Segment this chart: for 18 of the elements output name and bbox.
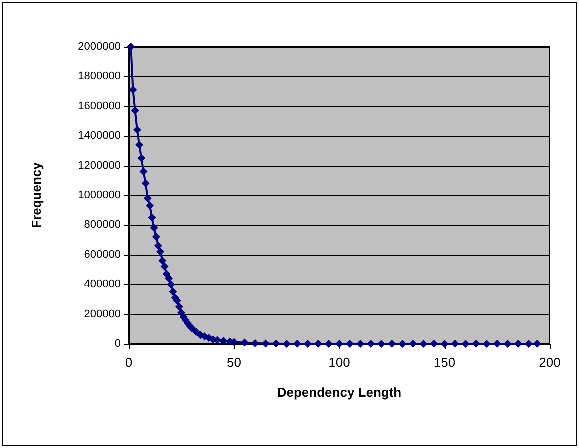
x-axis-title: Dependency Length bbox=[277, 385, 402, 400]
y-tick-label: 1800000 bbox=[78, 70, 121, 83]
y-tick-label: 200000 bbox=[84, 308, 121, 320]
y-tick-label: 600000 bbox=[84, 248, 121, 261]
x-tick-label: 200 bbox=[539, 355, 561, 370]
y-tick-label: 1000000 bbox=[78, 190, 121, 202]
y-tick-label: 2000000 bbox=[78, 41, 121, 53]
x-tick-label: 50 bbox=[227, 355, 242, 370]
y-axis-title: Frequency bbox=[29, 162, 44, 228]
y-tick-label: 0 bbox=[114, 338, 121, 350]
y-tick-label: 1200000 bbox=[78, 160, 121, 172]
y-tick-label: 1400000 bbox=[78, 130, 121, 142]
y-tick-label: 400000 bbox=[84, 278, 121, 291]
x-tick-label: 0 bbox=[125, 355, 133, 370]
x-tick-label: 150 bbox=[434, 355, 456, 370]
y-tick-label: 800000 bbox=[84, 219, 121, 232]
x-tick-label: 100 bbox=[328, 355, 350, 370]
y-tick-label: 1600000 bbox=[78, 100, 121, 112]
